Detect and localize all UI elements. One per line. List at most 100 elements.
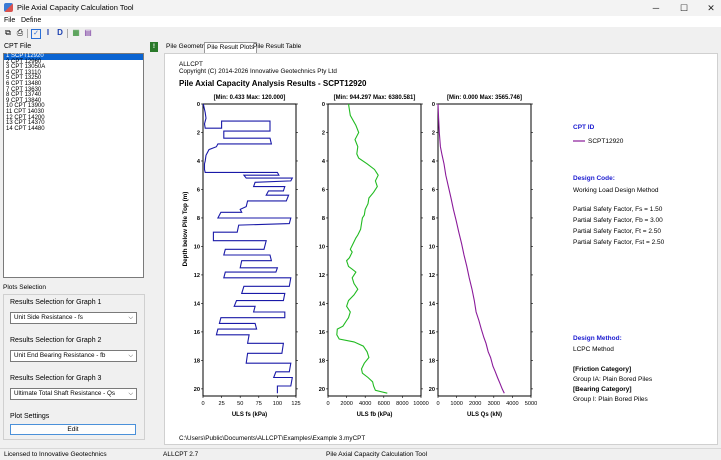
status-license: Licensed to Innovative Geotechnics — [4, 451, 107, 458]
plot-settings-label: Plot Settings — [10, 413, 50, 420]
x-tick-label: 0 — [436, 401, 439, 407]
d-icon[interactable]: D — [57, 28, 63, 37]
y-tick-label: 16 — [319, 330, 325, 336]
design-method-value: LCPC Method — [573, 346, 614, 353]
menu-file[interactable]: File — [4, 17, 16, 24]
cpt-list-item[interactable]: 12 CPT 14200 — [6, 114, 45, 121]
toolbar-separator — [67, 29, 68, 38]
window-title: Pile Axial Capacity Calculation Tool — [17, 3, 134, 12]
design-code-title: Design Code: — [573, 175, 615, 182]
graph1-select[interactable]: Unit Side Resistance - fs ⌵ — [10, 312, 137, 324]
y-tick-label: 6 — [197, 187, 200, 193]
check-icon[interactable]: ✓ — [31, 29, 41, 39]
plot-header-allcpt: ALLCPT — [179, 61, 203, 68]
y-tick-label: 20 — [194, 387, 200, 393]
x-axis-label: ULS fs (kPa) — [232, 412, 267, 418]
info-icon[interactable]: I — [46, 28, 50, 37]
status-bar: Licensed to Innovative Geotechnics ALLCP… — [0, 448, 721, 460]
status-app: Pile Axial Capacity Calculation Tool — [326, 451, 428, 458]
cpt-list-item[interactable]: 14 CPT 14480 — [6, 125, 45, 132]
cpt-list-item[interactable]: 3 CPT 13050A — [6, 64, 46, 71]
cpt-list-item[interactable]: 2 CPT 12960 — [6, 58, 42, 65]
graph2-label: Results Selection for Graph 2 — [10, 337, 102, 344]
legend-title: CPT ID — [573, 124, 595, 131]
chevron-down-icon: ⌵ — [128, 353, 133, 359]
menu-define[interactable]: Define — [21, 17, 42, 24]
cpt-list-item[interactable]: 4 CPT 13110 — [6, 69, 41, 76]
cpt-list-item[interactable]: 1 SCPT12920 — [4, 53, 143, 60]
tab-pile-result-plots[interactable]: Pile Result Plots — [204, 42, 258, 53]
series-line — [336, 103, 388, 394]
file-path: C:\Users\Public\Documents\ALLCPT\Example… — [179, 435, 365, 442]
y-tick-label: 18 — [319, 358, 325, 364]
chevron-down-icon: ⌵ — [128, 391, 133, 397]
cpt-list-item[interactable]: 11 CPT 14030 — [6, 108, 45, 115]
edit-button[interactable]: Edit — [10, 424, 136, 435]
series-line — [437, 103, 505, 394]
cpt-list-item[interactable]: 13 CPT 14370 — [6, 120, 45, 127]
y-axis-label: Depth below Pile Top (m) — [182, 192, 189, 267]
y-tick-label: 12 — [194, 273, 200, 279]
x-axis-label: ULS Qs (kN) — [467, 412, 502, 418]
close-button[interactable]: ✕ — [707, 3, 715, 13]
plots-selection-panel: Results Selection for Graph 1 Unit Side … — [3, 294, 145, 440]
design-code-value: Working Load Design Method — [573, 187, 659, 194]
y-tick-label: 10 — [194, 244, 200, 250]
y-tick-label: 10 — [429, 244, 435, 250]
x-tick-label: 50 — [237, 401, 243, 407]
x-tick-label: 1000 — [450, 401, 462, 407]
x-tick-label: 4000 — [506, 401, 518, 407]
y-tick-label: 0 — [322, 102, 325, 108]
cpt-list-item[interactable]: 5 CPT 13250 — [6, 75, 42, 82]
chart-title: [Min: 944.297 Max: 6380.581] — [334, 95, 416, 101]
tab-pile-geometry[interactable]: Pile Geometry — [166, 43, 208, 50]
y-tick-label: 6 — [322, 187, 325, 193]
x-tick-label: 3000 — [488, 401, 500, 407]
chevron-down-icon: ⌵ — [128, 315, 133, 321]
graph3-label: Results Selection for Graph 3 — [10, 375, 102, 382]
plot-header-copyright: Copyright (C) 2014-2026 Innovative Geote… — [179, 68, 337, 75]
graph2-select[interactable]: Unit End Bearing Resistance - fb ⌵ — [10, 350, 137, 362]
table-icon[interactable]: ▦ — [72, 28, 80, 37]
cpt-list-item[interactable]: 9 CPT 13840 — [6, 97, 42, 104]
menu-bar: File Define — [0, 16, 721, 27]
status-version: ALLCPT 2.7 — [163, 451, 199, 458]
x-tick-label: 25 — [218, 401, 224, 407]
x-tick-label: 5000 — [525, 401, 537, 407]
plots-selection-tab[interactable]: Plots Selection — [3, 284, 46, 291]
cpt-file-list[interactable]: 1 SCPT12920 2 CPT 12960 3 CPT 13050A 4 CPT … — [3, 53, 144, 278]
friction-category-title: [Friction Category] — [573, 366, 631, 373]
report-icon[interactable]: ▤ — [84, 28, 92, 37]
design-method-title: Design Method: — [573, 335, 622, 342]
cpt-list-item[interactable]: 6 CPT 13480 — [6, 80, 42, 87]
graph1-value: Unit Side Resistance - fs — [14, 314, 83, 321]
cpt-list-item[interactable]: 7 CPT 13630 — [6, 86, 42, 93]
graph3-select[interactable]: Ultimate Total Shaft Resistance - Qs ⌵ — [10, 388, 137, 400]
cpt-list-item[interactable]: 8 CPT 13740 — [6, 92, 42, 99]
y-tick-label: 16 — [429, 330, 435, 336]
maximize-button[interactable]: ☐ — [679, 3, 689, 13]
x-tick-label: 0 — [201, 401, 204, 407]
plot-canvas: ALLCPT Copyright (C) 2014-2026 Innovativ… — [179, 61, 665, 442]
y-tick-label: 20 — [429, 387, 435, 393]
x-tick-label: 8000 — [396, 401, 408, 407]
minimize-button[interactable]: ─ — [652, 3, 660, 13]
chart-frame — [437, 103, 532, 397]
y-tick-label: 12 — [429, 273, 435, 279]
factor-fs: Partial Safety Factor, Fs = 1.50 — [573, 206, 663, 213]
x-tick-label: 4000 — [359, 401, 371, 407]
x-tick-label: 125 — [291, 401, 300, 407]
x-tick-label: 2000 — [340, 401, 352, 407]
y-tick-label: 4 — [322, 159, 326, 165]
y-tick-label: 14 — [429, 301, 436, 307]
y-tick-label: 6 — [432, 187, 435, 193]
app-icon — [4, 3, 13, 12]
bearing-category-title: [Bearing Category] — [573, 386, 632, 393]
factor-fst: Partial Safety Factor, Fst = 2.50 — [573, 239, 665, 246]
print-icon[interactable]: ⎙ — [16, 28, 24, 37]
copy-icon[interactable]: ⧉ — [5, 28, 11, 37]
x-tick-label: 10000 — [413, 401, 429, 407]
x-tick-label: 0 — [326, 401, 329, 407]
cpt-list-item[interactable]: 10 CPT 13900 — [6, 103, 45, 110]
tab-pile-result-table[interactable]: Pile Result Table — [253, 43, 302, 50]
